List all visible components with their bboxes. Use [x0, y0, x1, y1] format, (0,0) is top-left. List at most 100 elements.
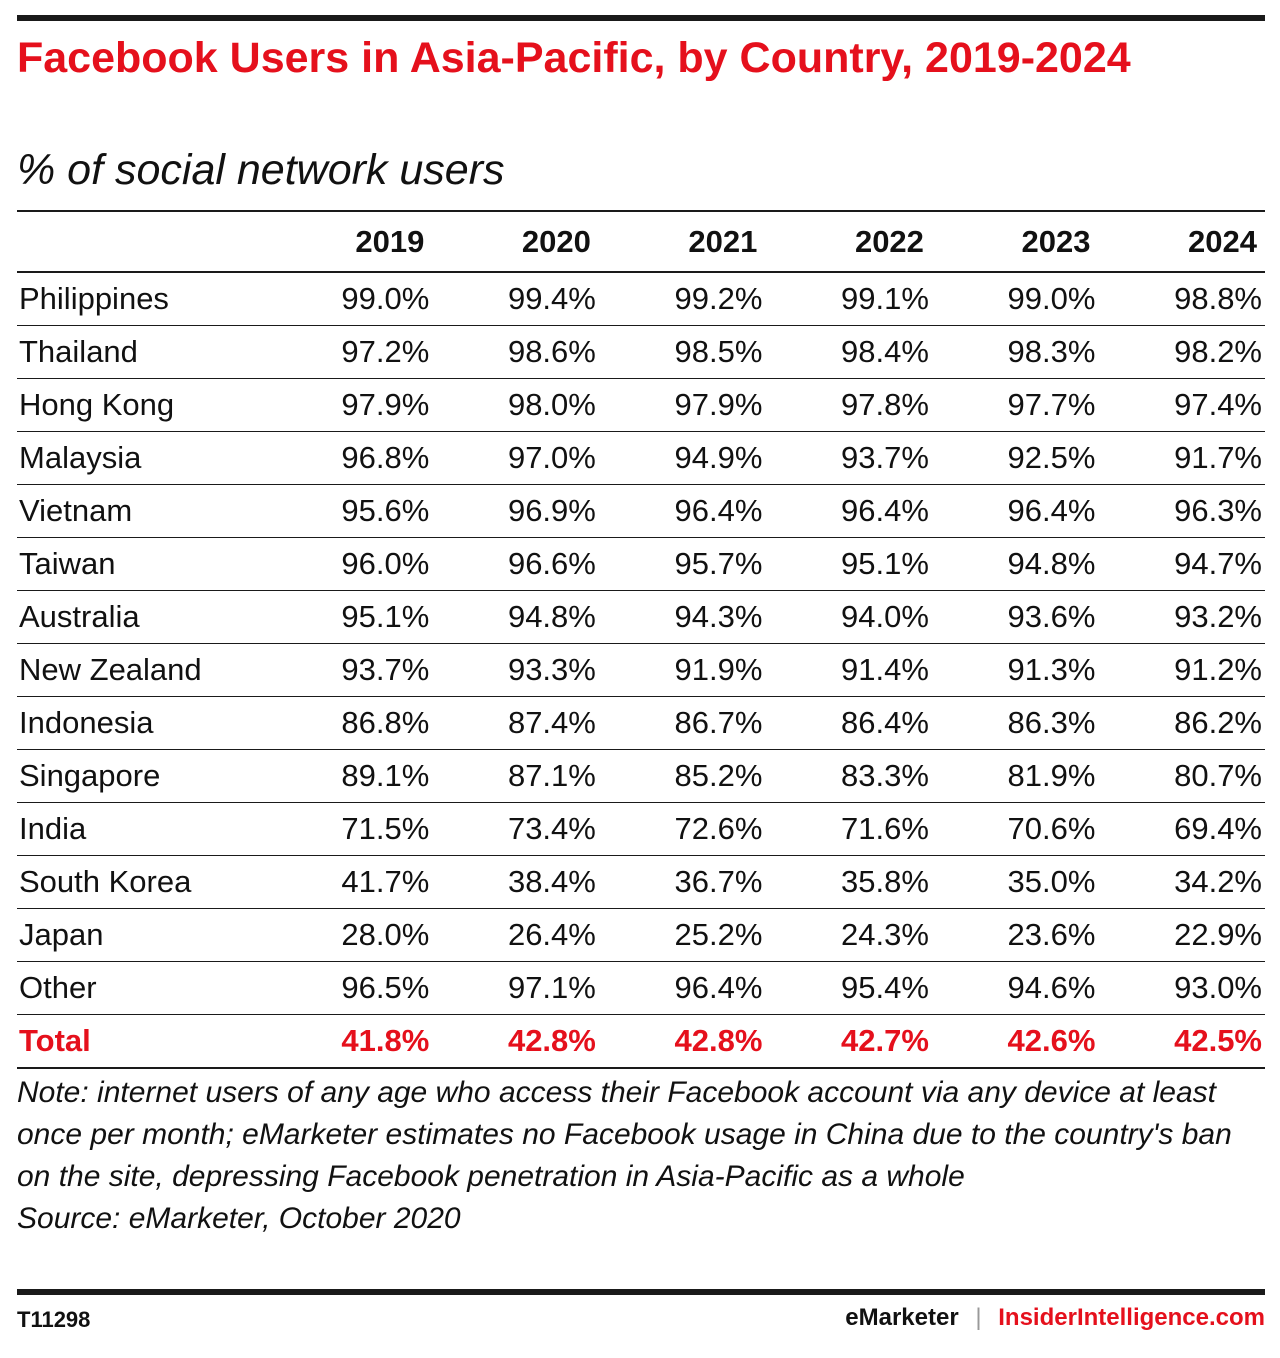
- value-cell: 96.6%: [432, 537, 599, 591]
- value-cell: 97.4%: [1098, 378, 1265, 432]
- value-cell: 97.7%: [931, 378, 1099, 432]
- country-label: Malaysia: [17, 431, 266, 485]
- value-cell: 85.2%: [598, 749, 766, 803]
- header-year-2020: 2020: [432, 210, 599, 273]
- value-cell: 41.8%: [265, 1014, 433, 1069]
- value-cell: 97.0%: [432, 431, 599, 485]
- table-row: Philippines 99.0% 99.4% 99.2% 99.1% 99.0% 98.8…: [17, 272, 1265, 326]
- value-cell: 41.7%: [265, 855, 433, 909]
- value-cell: 83.3%: [765, 749, 932, 803]
- chart-title: Facebook Users in Asia-Pacific, by Count…: [17, 34, 1131, 82]
- value-cell: 95.1%: [265, 590, 433, 644]
- value-cell: 35.8%: [765, 855, 932, 909]
- source-text: Source: eMarketer, October 2020: [17, 1202, 461, 1235]
- value-cell: 91.4%: [765, 643, 932, 697]
- country-label: New Zealand: [17, 643, 266, 697]
- country-label: India: [17, 802, 266, 856]
- header-year-2019: 2019: [265, 210, 433, 273]
- country-label: Philippines: [17, 272, 266, 326]
- note-text: Note: internet users of any age who acce…: [17, 1076, 1232, 1193]
- value-cell: 95.7%: [598, 537, 766, 591]
- value-cell: 96.4%: [931, 484, 1099, 538]
- value-cell: 98.0%: [432, 378, 599, 432]
- header-year-2024: 2024: [1098, 210, 1265, 273]
- value-cell: 97.2%: [265, 325, 433, 379]
- country-label: Taiwan: [17, 537, 266, 591]
- value-cell: 86.3%: [931, 696, 1099, 750]
- value-cell: 93.6%: [931, 590, 1099, 644]
- value-cell: 94.8%: [931, 537, 1099, 591]
- country-label: Vietnam: [17, 484, 266, 538]
- value-cell: 28.0%: [265, 908, 433, 962]
- country-label: Hong Kong: [17, 378, 266, 432]
- top-rule: [17, 15, 1265, 21]
- value-cell: 91.2%: [1098, 643, 1265, 697]
- header-year-2021: 2021: [598, 210, 766, 273]
- value-cell: 22.9%: [1098, 908, 1265, 962]
- value-cell: 98.8%: [1098, 272, 1265, 326]
- value-cell: 71.6%: [765, 802, 932, 856]
- value-cell: 86.8%: [265, 696, 433, 750]
- value-cell: 26.4%: [432, 908, 599, 962]
- country-label: Thailand: [17, 325, 266, 379]
- value-cell: 94.8%: [432, 590, 599, 644]
- table-body: Philippines 99.0% 99.4% 99.2% 99.1% 99.0% 98.8…: [17, 272, 1265, 1069]
- country-label: Indonesia: [17, 696, 266, 750]
- value-cell: 98.2%: [1098, 325, 1265, 379]
- value-cell: 94.3%: [598, 590, 766, 644]
- brand-name: eMarketer: [845, 1304, 959, 1331]
- value-cell: 70.6%: [931, 802, 1099, 856]
- value-cell: 96.3%: [1098, 484, 1265, 538]
- total-row: Total 41.8% 42.8% 42.8% 42.7% 42.6% 42.5%: [17, 1014, 1265, 1069]
- value-cell: 42.6%: [931, 1014, 1099, 1069]
- value-cell: 96.5%: [265, 961, 433, 1015]
- value-cell: 93.2%: [1098, 590, 1265, 644]
- table-row: Vietnam 95.6% 96.9% 96.4% 96.4% 96.4% 96.3%: [17, 484, 1265, 538]
- value-cell: 91.3%: [931, 643, 1099, 697]
- value-cell: 86.2%: [1098, 696, 1265, 750]
- value-cell: 94.9%: [598, 431, 766, 485]
- value-cell: 98.5%: [598, 325, 766, 379]
- table-row: Japan 28.0% 26.4% 25.2% 24.3% 23.6% 22.9%: [17, 908, 1265, 962]
- chart-id: T11298: [17, 1307, 91, 1332]
- value-cell: 98.3%: [931, 325, 1099, 379]
- value-cell: 93.0%: [1098, 961, 1265, 1015]
- table-row: Other 96.5% 97.1% 96.4% 95.4% 94.6% 93.0%: [17, 961, 1265, 1015]
- site-link[interactable]: InsiderIntelligence.com: [998, 1304, 1265, 1331]
- table-row: Malaysia 96.8% 97.0% 94.9% 93.7% 92.5% 91.7%: [17, 431, 1265, 485]
- value-cell: 23.6%: [931, 908, 1099, 962]
- value-cell: 94.6%: [931, 961, 1099, 1015]
- value-cell: 96.4%: [598, 961, 766, 1015]
- value-cell: 96.0%: [265, 537, 433, 591]
- table-row: Taiwan 96.0% 96.6% 95.7% 95.1% 94.8% 94.7%: [17, 537, 1265, 591]
- value-cell: 94.0%: [765, 590, 932, 644]
- header-row: 2019 2020 2021 2022 2023 2024: [17, 210, 1265, 273]
- value-cell: 35.0%: [931, 855, 1099, 909]
- value-cell: 81.9%: [931, 749, 1099, 803]
- table-header: 2019 2020 2021 2022 2023 2024: [17, 210, 1265, 273]
- table-row: Thailand 97.2% 98.6% 98.5% 98.4% 98.3% 98.2%: [17, 325, 1265, 379]
- value-cell: 69.4%: [1098, 802, 1265, 856]
- value-cell: 42.8%: [598, 1014, 766, 1069]
- header-year-2022: 2022: [765, 210, 932, 273]
- table-row: South Korea 41.7% 38.4% 36.7% 35.8% 35.0% 34.2…: [17, 855, 1265, 909]
- table-row: New Zealand 93.7% 93.3% 91.9% 91.4% 91.3% 91.2…: [17, 643, 1265, 697]
- header-year-2023: 2023: [931, 210, 1099, 273]
- country-label: Singapore: [17, 749, 266, 803]
- value-cell: 97.9%: [598, 378, 766, 432]
- value-cell: 96.8%: [265, 431, 433, 485]
- value-cell: 93.7%: [265, 643, 433, 697]
- value-cell: 72.6%: [598, 802, 766, 856]
- value-cell: 87.4%: [432, 696, 599, 750]
- value-cell: 89.1%: [265, 749, 433, 803]
- notes-block: Note: internet users of any age who acce…: [17, 1072, 1257, 1240]
- value-cell: 86.4%: [765, 696, 932, 750]
- value-cell: 99.2%: [598, 272, 766, 326]
- value-cell: 25.2%: [598, 908, 766, 962]
- value-cell: 97.1%: [432, 961, 599, 1015]
- value-cell: 95.4%: [765, 961, 932, 1015]
- table-row: Hong Kong 97.9% 98.0% 97.9% 97.8% 97.7% 97.4%: [17, 378, 1265, 432]
- value-cell: 91.9%: [598, 643, 766, 697]
- table-row: Singapore 89.1% 87.1% 85.2% 83.3% 81.9% 80.7%: [17, 749, 1265, 803]
- value-cell: 92.5%: [931, 431, 1099, 485]
